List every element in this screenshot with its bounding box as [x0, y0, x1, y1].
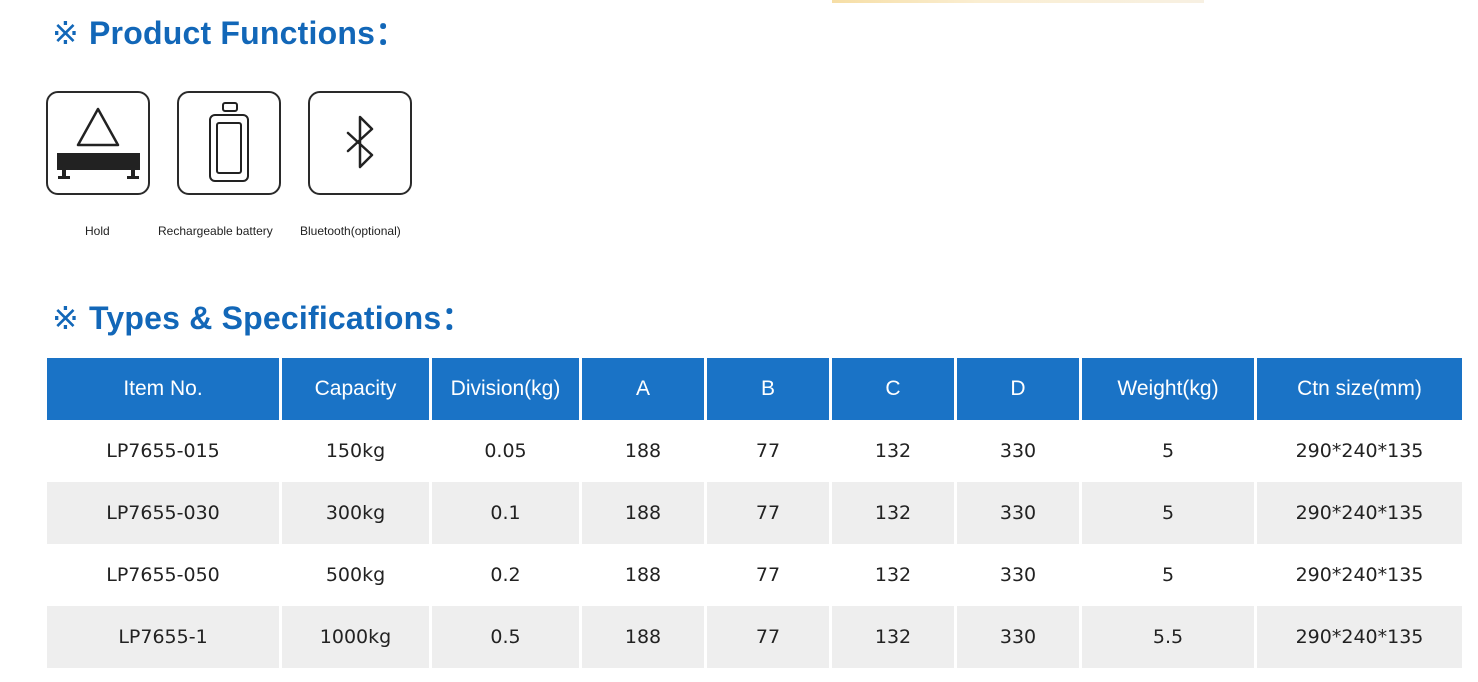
table-cell: 330 — [957, 482, 1079, 544]
top-accent-line — [832, 0, 1204, 3]
table-cell: 300kg — [282, 482, 429, 544]
table-row: LP7655-050 500kg 0.2 188 77 132 330 5 29… — [47, 544, 1462, 606]
table-cell: 290*240*135 — [1295, 564, 1424, 586]
table-cell: 290*240*135 — [1295, 440, 1424, 462]
column-header-b: B — [707, 358, 829, 420]
table-cell: LP7655-015 — [106, 440, 220, 462]
function-label-bluetooth: Bluetooth(optional) — [300, 224, 401, 238]
table-cell: 5 — [1161, 564, 1175, 586]
table-cell: 5 — [1161, 440, 1175, 462]
battery-icon — [209, 102, 249, 182]
function-label-hold: Hold — [85, 224, 110, 238]
table-cell: 188 — [624, 440, 662, 462]
table-cell: 0.1 — [432, 482, 579, 544]
column-header-weight: Weight(kg) — [1082, 358, 1254, 420]
product-functions-heading: ※ Product Functions： — [52, 8, 407, 54]
table-cell: 1000kg — [282, 606, 429, 668]
table-cell: 132 — [874, 564, 912, 586]
table-header-row: Item No. Capacity Division(kg) A B C D W… — [47, 358, 1462, 420]
table-cell: LP7655-030 — [47, 482, 279, 544]
column-header-item-no: Item No. — [47, 358, 279, 420]
table-cell: 0.2 — [490, 564, 521, 586]
table-cell: 188 — [582, 482, 704, 544]
table-cell: 77 — [707, 482, 829, 544]
table-cell: 5 — [1082, 482, 1254, 544]
table-cell: 500kg — [325, 564, 386, 586]
column-header-division: Division(kg) — [432, 358, 579, 420]
table-cell: 330 — [999, 564, 1037, 586]
bluetooth-function-tile — [308, 91, 412, 195]
product-functions-title: Product Functions — [89, 15, 376, 51]
column-header-c: C — [832, 358, 954, 420]
table-cell: 290*240*135 — [1257, 606, 1462, 668]
table-cell: 77 — [707, 606, 829, 668]
specifications-heading: ※ Types & Specifications： — [52, 293, 474, 339]
table-cell: 132 — [832, 482, 954, 544]
table-cell: 0.05 — [484, 440, 527, 462]
heading-colon: ： — [441, 300, 474, 336]
column-header-a: A — [582, 358, 704, 420]
reference-mark: ※ — [52, 15, 80, 51]
hold-function-tile — [46, 91, 150, 195]
specifications-table: Item No. Capacity Division(kg) A B C D W… — [44, 358, 1465, 668]
battery-function-tile — [177, 91, 281, 195]
reference-mark: ※ — [52, 300, 80, 336]
table-cell: 150kg — [325, 440, 386, 462]
table-cell: 330 — [999, 440, 1037, 462]
specifications-title: Types & Specifications — [89, 300, 442, 336]
column-header-capacity: Capacity — [282, 358, 429, 420]
table-row: LP7655-1 1000kg 0.5 188 77 132 330 5.5 2… — [47, 606, 1462, 668]
table-cell: 188 — [624, 564, 662, 586]
table-cell: 5.5 — [1082, 606, 1254, 668]
table-cell: 0.5 — [432, 606, 579, 668]
function-icons-row — [46, 91, 418, 199]
table-cell: LP7655-050 — [106, 564, 220, 586]
table-row: LP7655-015 150kg 0.05 188 77 132 330 5 2… — [47, 420, 1462, 482]
column-header-ctn-size: Ctn size(mm) — [1257, 358, 1462, 420]
table-cell: LP7655-1 — [47, 606, 279, 668]
table-cell: 132 — [832, 606, 954, 668]
table-cell: 290*240*135 — [1257, 482, 1462, 544]
table-cell: 188 — [582, 606, 704, 668]
bluetooth-icon — [346, 115, 374, 169]
table-cell: 132 — [874, 440, 912, 462]
function-label-battery: Rechargeable battery — [158, 224, 273, 238]
table-cell: 77 — [755, 440, 781, 462]
table-cell: 330 — [957, 606, 1079, 668]
heading-colon: ： — [375, 15, 408, 51]
table-cell: 77 — [755, 564, 781, 586]
scale-platform-icon — [57, 107, 140, 179]
table-row: LP7655-030 300kg 0.1 188 77 132 330 5 29… — [47, 482, 1462, 544]
column-header-d: D — [957, 358, 1079, 420]
